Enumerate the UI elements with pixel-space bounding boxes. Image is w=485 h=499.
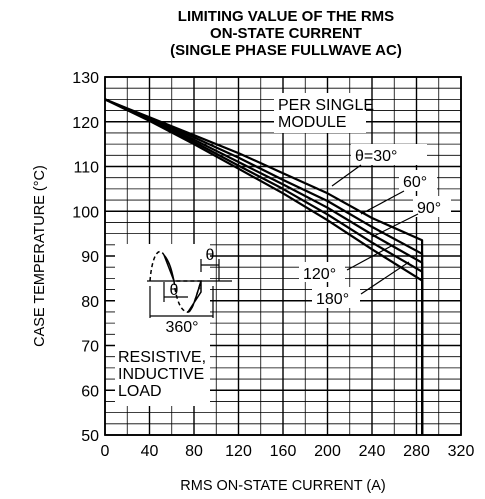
- series-lines: [104, 98, 424, 435]
- series-label: θ=30°: [355, 148, 397, 165]
- plot-frame: [104, 76, 462, 436]
- annotation-backgrounds: [115, 93, 451, 406]
- theta-label-lower: θ: [170, 282, 179, 299]
- x-tick-label: 0: [101, 443, 110, 460]
- series-line: [104, 98, 424, 435]
- label-120-box: [299, 262, 345, 282]
- x-axis-label: RMS ON-STATE CURRENT (A): [180, 478, 385, 494]
- title-line-1: LIMITING VALUE OF THE RMS: [178, 8, 394, 25]
- label-90-box: [413, 196, 451, 217]
- period-label: 360°: [165, 319, 198, 336]
- waveform-dashed-part: [149, 250, 165, 282]
- y-tick-label: 90: [81, 249, 99, 266]
- x-tick-label: 320: [448, 443, 475, 460]
- x-tick-label: 280: [403, 443, 430, 460]
- title-line-2: ON-STATE CURRENT: [210, 25, 362, 42]
- inset-box: [115, 244, 210, 406]
- x-tick-label: 240: [359, 443, 386, 460]
- module-label-box: [274, 93, 366, 133]
- label-180-box: [312, 287, 360, 308]
- load-label-line: LOAD: [118, 383, 162, 400]
- module-label-line2: MODULE: [278, 114, 346, 131]
- theta30-label-box: [351, 144, 427, 165]
- y-tick-label: 100: [72, 204, 99, 221]
- series-leader-line: [346, 243, 396, 271]
- series-leader-line: [331, 164, 362, 187]
- series-label: 60°: [403, 174, 427, 191]
- load-label-line: RESISTIVE,: [118, 349, 206, 366]
- y-tick-label: 110: [73, 160, 99, 177]
- waveform-positive-lobe: [163, 254, 175, 282]
- series-line: [104, 98, 424, 435]
- y-axis-label: CASE TEMPERATURE (°C): [32, 165, 48, 347]
- series-label: 90°: [417, 200, 441, 217]
- waveform-negative-lobe: [186, 280, 202, 313]
- x-tick-label: 120: [225, 443, 252, 460]
- series-line: [104, 98, 424, 435]
- series-label: 180°: [316, 291, 349, 308]
- series-line: [104, 98, 424, 435]
- series-label: 120°: [303, 266, 336, 283]
- load-label-line: INDUCTIVE: [118, 366, 204, 383]
- y-tick-label: 70: [81, 339, 99, 356]
- theta-label-upper: θ: [206, 247, 215, 264]
- series-leader-line: [360, 190, 405, 215]
- module-label-line1: PER SINGLE: [278, 97, 374, 114]
- x-tick-label: 80: [185, 443, 203, 460]
- series-leader-line: [371, 213, 419, 238]
- x-tick-label: 40: [141, 443, 159, 460]
- y-tick-label: 130: [72, 70, 99, 87]
- title-line-3: (SINGLE PHASE FULLWAVE AC): [170, 42, 402, 59]
- y-tick-label: 60: [81, 383, 99, 400]
- x-tick-label: 200: [314, 443, 341, 460]
- tick-labels: 0 40 80 120 160 200 240 280 320 50 60 70 80 90 100 110 1…: [72, 70, 474, 460]
- label-60-box: [399, 170, 437, 191]
- y-tick-label: 120: [72, 115, 99, 132]
- x-tick-label: 160: [270, 443, 297, 460]
- series-line: [104, 98, 424, 435]
- series-leader-line: [360, 261, 410, 295]
- y-tick-label: 50: [81, 428, 99, 445]
- y-tick-label: 80: [81, 294, 99, 311]
